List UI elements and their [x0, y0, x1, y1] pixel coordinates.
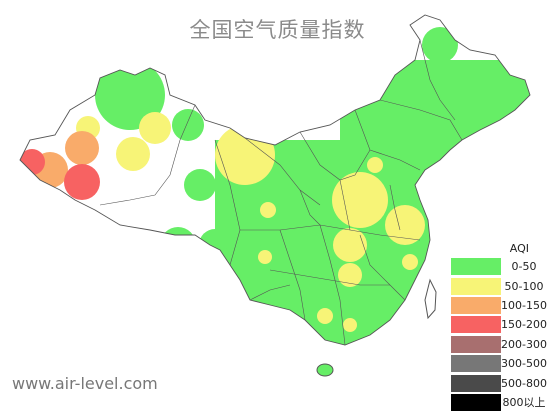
china-aqi-map [19, 14, 531, 377]
legend-label: 800以上 [502, 396, 546, 410]
legend-item: 0-50 [451, 257, 547, 276]
legend-swatch [451, 258, 501, 276]
hainan-island [316, 363, 334, 377]
legend-label: 150-200 [501, 318, 547, 332]
legend-item: 500-800 [451, 373, 547, 392]
legend-item: 100-150 [451, 296, 547, 315]
legend-swatch [451, 374, 501, 392]
legend-title: AQI [509, 242, 529, 255]
map-title: 全国空气质量指数 [189, 18, 366, 42]
legend-item: 800以上 [451, 393, 547, 412]
aqi-legend: AQI 0-50 50-100 100-150 150-200 200-300 … [451, 240, 547, 412]
legend-swatch [451, 335, 501, 353]
legend-label: 0-50 [511, 260, 537, 274]
province-boundaries [99, 39, 463, 346]
legend-label: 200-300 [501, 337, 547, 351]
site-watermark: www.air-level.com [12, 374, 158, 393]
red-aqi-patches [20, 149, 100, 200]
legend-label: 50-100 [504, 279, 544, 293]
legend-item: 200-300 [451, 335, 547, 354]
legend-label: 300-500 [501, 357, 547, 371]
legend-swatch [451, 296, 501, 314]
legend-item: 150-200 [451, 315, 547, 334]
legend-label: 100-150 [501, 298, 547, 312]
legend-swatch [451, 393, 501, 411]
legend-label: 500-800 [501, 376, 547, 390]
legend-swatch [451, 316, 501, 334]
legend-item: 300-500 [451, 354, 547, 373]
legend-swatch [451, 355, 501, 373]
taiwan-island [424, 278, 437, 320]
legend-item: 50-100 [451, 276, 547, 295]
legend-swatch [451, 277, 501, 295]
